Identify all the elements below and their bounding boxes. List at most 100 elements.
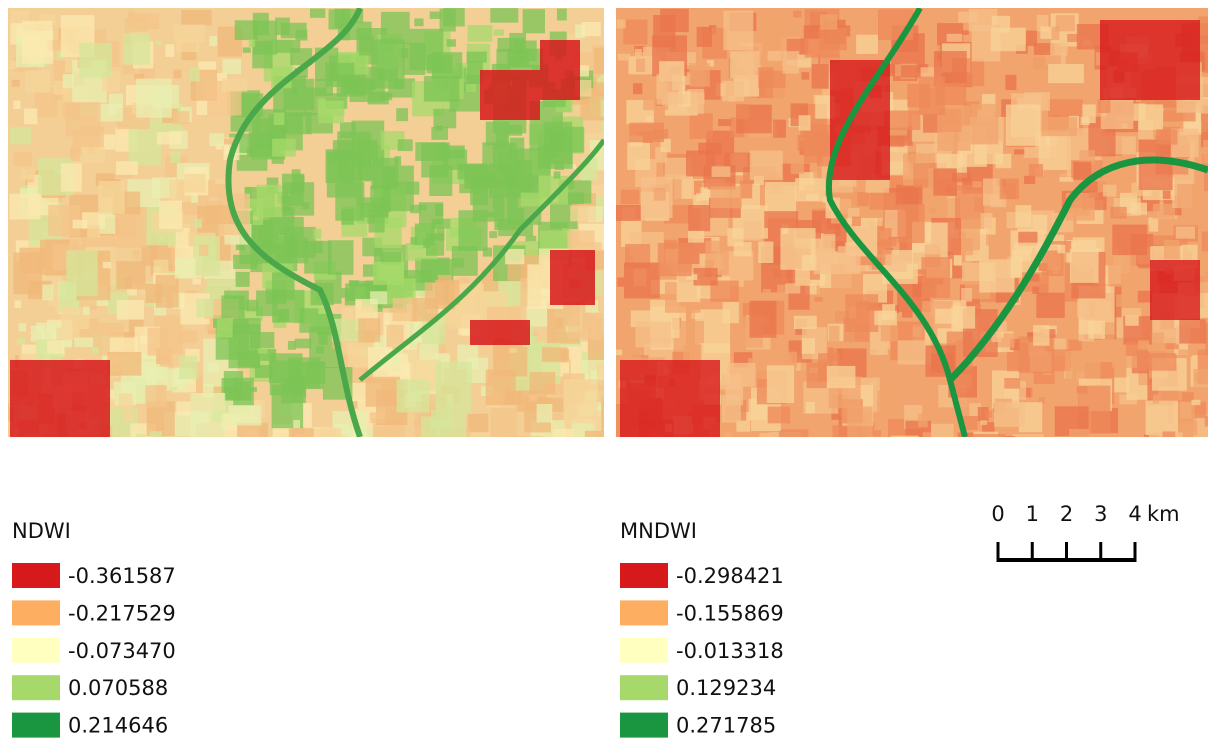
land-patch bbox=[979, 259, 1014, 292]
land-patch bbox=[491, 408, 517, 444]
scale-label: 0 bbox=[991, 502, 1004, 526]
land-patch bbox=[961, 288, 972, 302]
land-patch bbox=[1166, 435, 1181, 449]
land-patch bbox=[768, 51, 782, 61]
land-patch bbox=[1012, 434, 1043, 472]
land-patch bbox=[9, 194, 40, 220]
land-patch bbox=[572, 419, 597, 456]
land-patch bbox=[1004, 378, 1020, 389]
land-patch bbox=[165, 44, 174, 57]
land-patch bbox=[14, 253, 42, 295]
land-patch bbox=[12, 80, 20, 87]
land-patch bbox=[193, 236, 220, 276]
land-patch bbox=[466, 84, 476, 92]
land-patch bbox=[280, 434, 299, 458]
land-patch bbox=[1039, 130, 1071, 169]
land-patch bbox=[356, 140, 377, 159]
land-patch bbox=[633, 83, 642, 94]
land-patch bbox=[529, 395, 537, 402]
land-patch bbox=[881, 324, 898, 341]
land-patch bbox=[689, 63, 710, 87]
land-patch bbox=[1110, 207, 1126, 219]
land-patch bbox=[458, 328, 468, 335]
land-patch bbox=[291, 89, 298, 95]
legend-title: MNDWI bbox=[620, 519, 697, 543]
legend-title: NDWI bbox=[12, 519, 71, 543]
land-patch bbox=[15, 300, 22, 308]
land-patch bbox=[1152, 333, 1164, 348]
land-patch bbox=[42, 285, 53, 301]
land-patch bbox=[310, 9, 325, 18]
land-patch bbox=[844, 318, 870, 341]
land-patch bbox=[1153, 394, 1159, 403]
land-patch bbox=[725, 386, 743, 406]
land-patch bbox=[627, 143, 650, 170]
land-patch bbox=[814, 252, 839, 274]
land-patch bbox=[769, 432, 800, 468]
land-patch bbox=[891, 436, 919, 466]
land-patch bbox=[688, 205, 710, 231]
land-patch bbox=[1204, 170, 1208, 191]
land-patch bbox=[656, 74, 682, 104]
land-patch bbox=[750, 151, 783, 180]
land-patch bbox=[14, 152, 32, 166]
land-patch bbox=[235, 20, 258, 40]
land-patch bbox=[47, 340, 64, 353]
land-patch bbox=[458, 210, 487, 251]
land-patch bbox=[683, 345, 702, 362]
land-patch bbox=[971, 434, 1006, 454]
land-patch bbox=[1138, 340, 1149, 349]
land-patch bbox=[667, 435, 691, 451]
land-patch bbox=[1193, 369, 1208, 386]
land-patch bbox=[1124, 407, 1132, 417]
land-patch bbox=[730, 51, 760, 79]
land-patch bbox=[468, 414, 488, 433]
land-patch bbox=[871, 365, 878, 373]
land-patch bbox=[801, 72, 809, 80]
land-patch bbox=[398, 139, 413, 151]
land-patch bbox=[170, 152, 180, 163]
land-patch bbox=[436, 362, 472, 414]
land-patch bbox=[176, 40, 199, 52]
land-patch bbox=[119, 215, 134, 225]
scale-label: 4 bbox=[1128, 502, 1141, 526]
land-patch bbox=[414, 18, 423, 26]
land-patch bbox=[1145, 353, 1176, 371]
land-patch bbox=[116, 161, 138, 175]
land-patch bbox=[947, 34, 963, 42]
land-patch bbox=[907, 84, 930, 108]
land-patch bbox=[856, 35, 878, 54]
land-patch bbox=[557, 9, 567, 21]
red-field bbox=[550, 250, 595, 305]
land-patch bbox=[1191, 400, 1200, 405]
land-patch bbox=[194, 219, 202, 228]
legend-swatch bbox=[12, 563, 60, 588]
land-patch bbox=[972, 181, 981, 187]
land-patch bbox=[122, 65, 134, 74]
land-patch bbox=[192, 279, 200, 285]
legend-label: -0.361587 bbox=[68, 564, 176, 588]
land-patch bbox=[980, 420, 987, 425]
land-patch bbox=[1014, 149, 1024, 154]
land-patch bbox=[199, 245, 208, 256]
land-patch bbox=[381, 12, 410, 44]
land-patch bbox=[712, 166, 731, 177]
land-patch bbox=[1139, 140, 1173, 190]
land-patch bbox=[9, 60, 18, 69]
land-patch bbox=[79, 43, 112, 78]
land-patch bbox=[208, 363, 220, 372]
land-patch bbox=[147, 328, 167, 356]
land-patch bbox=[795, 178, 825, 201]
land-patch bbox=[646, 116, 652, 122]
land-patch bbox=[313, 429, 337, 459]
land-patch bbox=[427, 55, 453, 74]
land-patch bbox=[440, 9, 456, 32]
land-patch bbox=[1003, 436, 1015, 446]
land-patch bbox=[727, 363, 755, 387]
land-patch bbox=[921, 257, 950, 298]
land-patch bbox=[250, 332, 274, 348]
land-patch bbox=[1066, 47, 1088, 66]
land-patch bbox=[1024, 176, 1035, 184]
land-patch bbox=[554, 171, 561, 178]
land-patch bbox=[793, 11, 801, 18]
